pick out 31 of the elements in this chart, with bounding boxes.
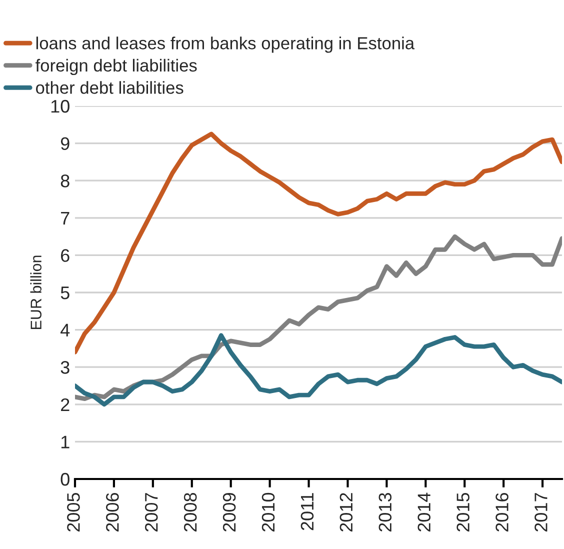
line-series [75,234,562,402]
line-series [75,333,562,407]
legend-label: other debt liabilities [36,81,184,94]
y-tick-label: 4 [60,324,70,336]
x-tick-label: 2007 [144,493,158,532]
y-tick-label: 5 [60,286,70,300]
y-tick-label: 3 [60,361,70,374]
x-tick-label: 2013 [378,492,392,532]
x-tick-label: 2015 [456,492,470,532]
x-tick-label: 2012 [340,493,353,532]
x-tick-label: 2008 [184,492,197,532]
line-series [75,132,562,354]
x-tick-label: 2010 [262,492,275,532]
y-tick-label: 8 [60,174,70,188]
y-tick-label: 9 [60,137,70,150]
x-tick-label: 2016 [496,492,508,532]
y-tick-label: 2 [61,398,70,411]
x-tick-label: 2009 [222,493,236,532]
y-tick-label: 7 [61,212,70,224]
x-tick-label: 2017 [534,493,548,532]
legend-label: foreign debt liabilities [36,58,197,76]
x-tick-label: 2006 [106,492,119,532]
legend-label: loans and leases from banks operating in Estonia [36,36,415,53]
x-tick-label: 2014 [418,492,430,532]
y-tick-label: 10 [51,100,70,113]
x-tick-label: 2005 [67,492,80,532]
y-axis-title: EUR billion [30,256,42,330]
y-tick-label: 1 [61,436,70,448]
y-tick-label: 6 [61,249,70,262]
y-tick-label: 0 [60,472,70,486]
x-tick-label: 2011 [300,493,314,530]
